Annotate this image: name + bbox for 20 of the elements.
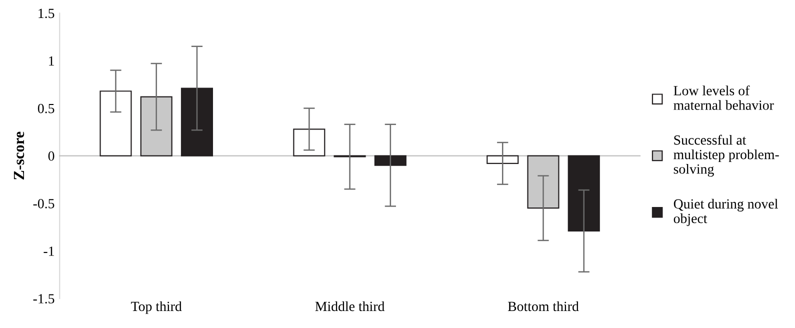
x-tick-label: Top third [131,301,182,314]
y-tick-label: -1 [44,246,54,256]
x-tick-label: Middle third [315,301,385,312]
y-tick-label: -0.5 [33,198,54,208]
y-tick-label: 0.5 [38,104,54,114]
bar [568,155,600,232]
bar [374,155,406,166]
bar [486,155,519,164]
y-axis-title: Z-score [14,132,24,180]
legend-label: Successful at multistep problem- solving [674,134,779,177]
x-tick-label: Bottom third [508,301,579,312]
y-tick-label: -1.5 [33,294,54,304]
legend-label: Low levels of maternal behavior [674,85,774,110]
legend-label: Quiet during novel object [674,198,778,226]
bar [293,128,326,156]
y-tick-label: 1 [49,56,54,66]
bar [100,90,132,156]
bar [180,88,214,156]
y-tick-label: 0 [48,151,54,161]
y-tick-label: 1.5 [38,8,54,18]
